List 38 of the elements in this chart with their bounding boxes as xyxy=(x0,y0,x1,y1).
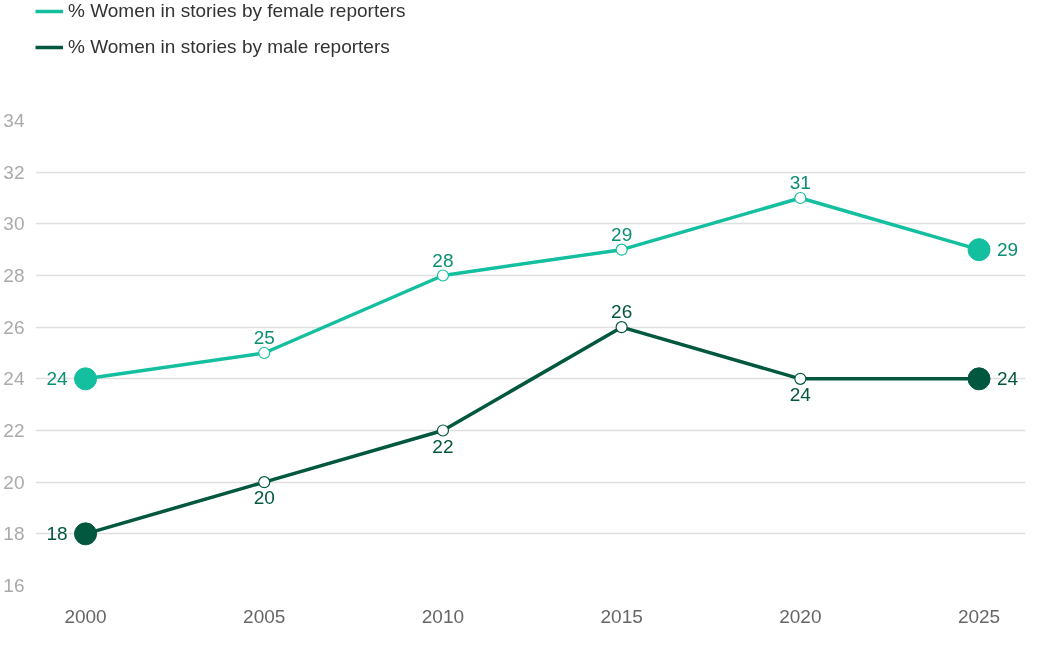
x-tick-label: 2025 xyxy=(957,605,1001,627)
data-label: 24 xyxy=(789,383,812,405)
x-tick-label: 2020 xyxy=(779,605,822,627)
data-label: 29 xyxy=(997,239,1019,261)
point xyxy=(258,346,271,360)
data-label: 18 xyxy=(46,523,68,545)
y-tick-label: 32 xyxy=(3,161,25,183)
data-label: 31 xyxy=(789,172,811,193)
x-tick-label: 2000 xyxy=(64,605,107,627)
point xyxy=(794,191,807,205)
point xyxy=(615,321,628,334)
data-label: 24 xyxy=(997,368,1019,390)
y-tick-label: 26 xyxy=(3,316,25,338)
data-label: 20 xyxy=(253,487,275,509)
x-tick-label: 2005 xyxy=(243,605,286,627)
y-tick-label: 34 xyxy=(3,110,25,131)
data-label: 29 xyxy=(611,223,633,245)
y-tick-label: 30 xyxy=(3,213,25,235)
data-label: 26 xyxy=(611,301,633,323)
data-label: 22 xyxy=(432,435,454,457)
y-tick-label: 18 xyxy=(3,523,25,545)
data-label: 28 xyxy=(432,249,454,271)
x-tick-label: 2010 xyxy=(421,605,465,627)
x-tick-label: 2015 xyxy=(600,605,643,627)
point xyxy=(794,372,807,385)
point xyxy=(258,476,271,489)
y-tick-label: 28 xyxy=(3,265,25,286)
y-tick-label: 16 xyxy=(3,575,25,596)
point xyxy=(615,243,628,256)
point xyxy=(436,424,450,437)
legend-label: % Women in stories by male reporters xyxy=(68,36,390,58)
data-label: 24 xyxy=(46,368,68,390)
point xyxy=(436,269,450,282)
legend-label: % Women in stories by female reporters xyxy=(68,0,406,22)
y-tick-label: 20 xyxy=(3,471,25,493)
y-tick-label: 22 xyxy=(3,420,25,441)
y-tick-label: 24 xyxy=(3,368,25,390)
data-label: 25 xyxy=(253,327,275,348)
